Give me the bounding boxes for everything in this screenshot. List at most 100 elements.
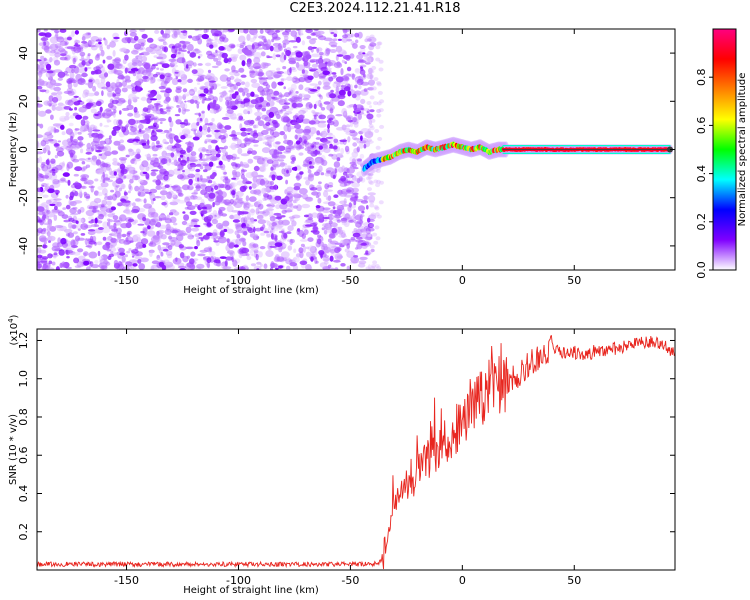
noise-blob (146, 37, 154, 43)
noise-blob (100, 77, 106, 84)
noise-blob (376, 109, 382, 113)
noise-blob (282, 39, 290, 45)
noise-blob (39, 237, 48, 243)
noise-blob (340, 217, 348, 222)
noise-blob (340, 95, 345, 98)
noise-blob (368, 195, 376, 203)
noise-blob (45, 63, 52, 71)
colorbar-label: Normalized spectral amplitude (737, 73, 748, 227)
noise-blob (54, 129, 60, 133)
noise-blob (304, 220, 313, 224)
noise-blob (215, 145, 220, 152)
noise-blob (64, 50, 68, 55)
noise-blob (252, 62, 261, 70)
noise-blob (163, 80, 169, 85)
noise-blob (97, 110, 102, 115)
noise-blob (376, 41, 382, 46)
noise-blob (189, 52, 197, 58)
noise-blob (358, 260, 367, 265)
noise-blob (325, 196, 331, 201)
noise-blob (357, 263, 366, 268)
noise-blob (272, 131, 280, 138)
noise-blob (69, 191, 75, 199)
noise-blob (283, 86, 287, 90)
noise-blob (69, 71, 75, 79)
noise-blob (202, 163, 211, 167)
noise-blob (99, 106, 103, 113)
noise-blob (369, 223, 375, 228)
noise-blob (125, 174, 133, 180)
noise-blob (84, 67, 88, 72)
noise-blob (57, 77, 63, 81)
noise-blob (310, 32, 316, 36)
noise-blob (260, 226, 264, 232)
noise-blob (348, 202, 352, 208)
noise-blob (320, 66, 328, 72)
noise-blob (198, 232, 203, 236)
noise-blob (269, 215, 276, 222)
noise-blob (130, 126, 137, 133)
noise-blob (274, 242, 283, 248)
noise-blob (243, 138, 251, 142)
noise-blob (139, 119, 147, 123)
noise-blob (131, 209, 140, 214)
noise-blob (116, 202, 123, 207)
noise-blob (307, 237, 314, 243)
noise-blob (369, 42, 377, 47)
noise-blob (297, 166, 302, 171)
noise-blob (367, 36, 377, 43)
noise-blob (86, 179, 94, 185)
noise-blob (342, 34, 349, 39)
noise-blob (321, 227, 325, 231)
noise-blob (165, 132, 173, 140)
noise-blob (360, 200, 369, 204)
noise-blob (235, 238, 242, 246)
noise-blob (269, 245, 277, 248)
noise-blob (96, 220, 103, 224)
noise-blob (307, 217, 313, 221)
noise-blob (189, 164, 197, 168)
noise-blob (268, 111, 275, 118)
noise-blob (266, 88, 274, 95)
noise-blob (88, 220, 94, 224)
noise-blob (188, 233, 193, 238)
noise-blob (263, 230, 270, 234)
noise-blob (197, 56, 201, 59)
noise-blob (322, 209, 331, 213)
noise-blob (266, 56, 273, 59)
noise-blob (327, 227, 332, 233)
noise-blob (367, 222, 374, 229)
noise-blob (305, 29, 313, 34)
noise-blob (83, 260, 90, 266)
noise-blob (144, 154, 151, 157)
noise-blob (159, 168, 167, 175)
noise-blob (106, 55, 113, 60)
noise-blob (71, 68, 75, 74)
noise-blob (238, 67, 245, 73)
noise-blob (232, 171, 238, 179)
noise-blob (69, 115, 75, 119)
noise-blob (75, 114, 83, 120)
noise-blob (243, 29, 249, 34)
noise-blob (68, 122, 74, 127)
noise-blob (54, 30, 60, 34)
noise-blob (186, 146, 193, 153)
noise-blob (70, 239, 76, 247)
noise-blob (127, 118, 136, 126)
noise-blob (130, 249, 139, 254)
noise-blob (164, 218, 172, 224)
noise-blob (339, 244, 345, 248)
noise-blob (329, 49, 337, 53)
noise-blob (249, 233, 259, 238)
noise-blob (165, 88, 172, 94)
noise-blob (61, 139, 70, 147)
noise-blob (260, 232, 265, 236)
noise-blob (163, 129, 170, 133)
noise-blob (126, 250, 130, 254)
noise-blob (156, 94, 162, 101)
noise-blob (78, 158, 86, 161)
noise-blob (255, 207, 260, 215)
noise-blob (374, 225, 380, 230)
noise-blob (219, 263, 226, 267)
noise-blob (85, 151, 92, 155)
